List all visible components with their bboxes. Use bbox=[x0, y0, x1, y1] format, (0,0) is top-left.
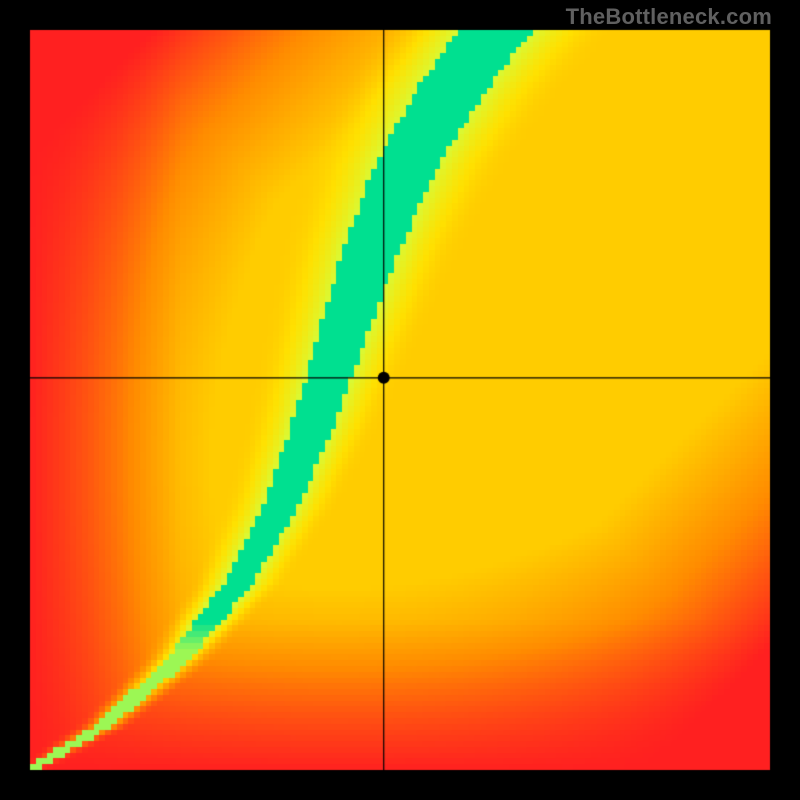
chart-frame: TheBottleneck.com bbox=[0, 0, 800, 800]
heatmap-canvas bbox=[0, 0, 800, 800]
watermark-text: TheBottleneck.com bbox=[566, 4, 772, 30]
